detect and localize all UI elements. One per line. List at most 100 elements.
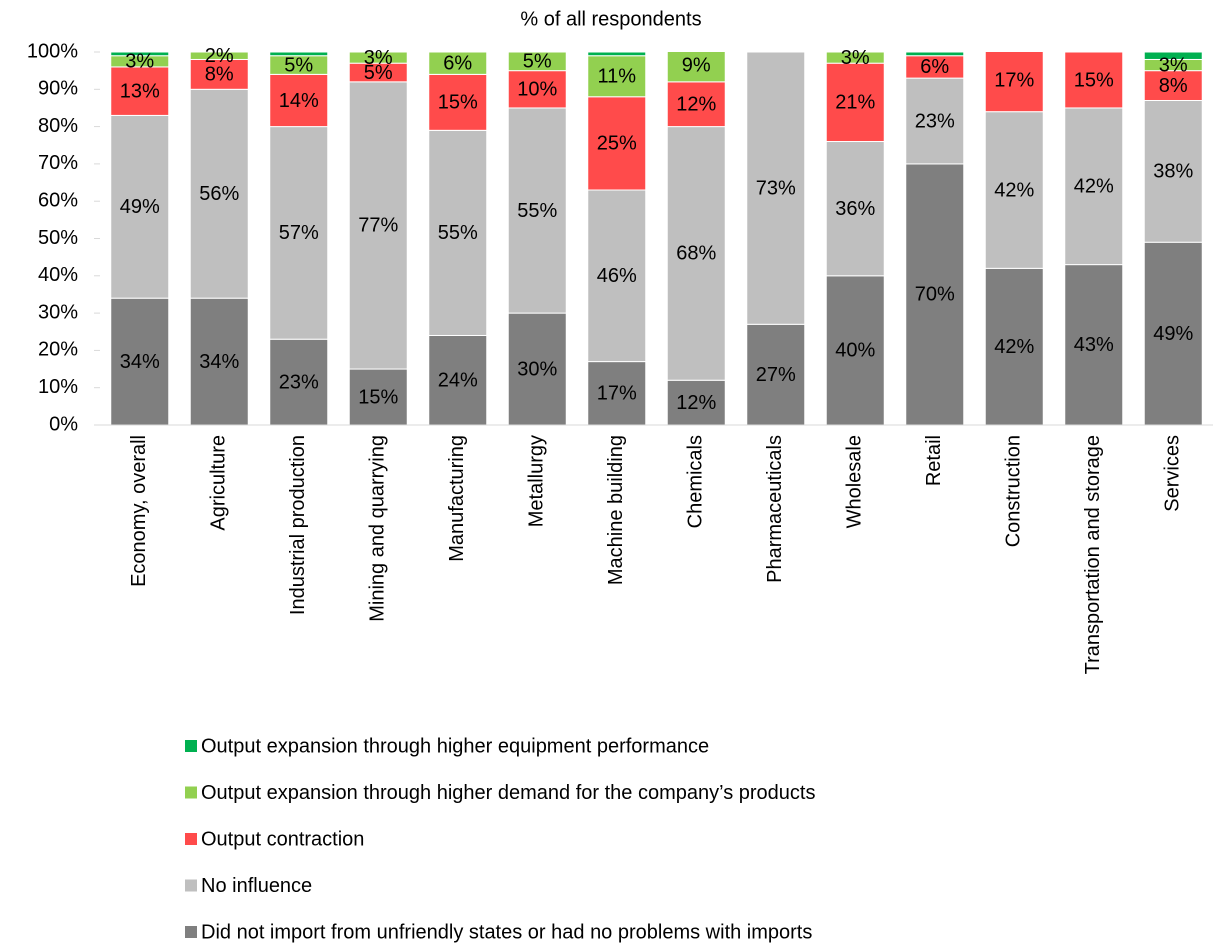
bar-segment xyxy=(269,52,329,57)
data-label: 3% xyxy=(841,47,870,69)
legend-label: Output contraction xyxy=(201,828,364,850)
bar-segment xyxy=(1143,99,1203,243)
data-label: 24% xyxy=(438,370,478,392)
data-label: 34% xyxy=(199,351,239,373)
data-label: 38% xyxy=(1153,161,1193,183)
data-label: 6% xyxy=(920,56,949,78)
data-label: 43% xyxy=(1074,334,1114,356)
bar-segment xyxy=(587,52,647,57)
data-label: 40% xyxy=(835,340,875,362)
bar-segment xyxy=(666,126,726,381)
y-tick-label: 80% xyxy=(38,115,78,137)
bar-segment xyxy=(825,62,885,143)
data-label: 17% xyxy=(994,69,1034,91)
bar-segment xyxy=(587,361,647,425)
bar-segment xyxy=(905,163,965,425)
bar-segment xyxy=(428,52,488,75)
bar-segment xyxy=(189,58,249,90)
bar-segment xyxy=(587,189,647,363)
x-tick-label: Manufacturing xyxy=(446,435,468,562)
y-tick-label: 20% xyxy=(38,339,78,361)
x-tick-label: Services xyxy=(1162,435,1184,512)
bar-segment xyxy=(348,81,408,370)
legend-swatch xyxy=(185,786,197,799)
data-label: 3% xyxy=(1159,54,1188,76)
bar-segment xyxy=(666,81,726,128)
data-label: 55% xyxy=(517,200,557,222)
y-tick-label: 70% xyxy=(38,152,78,174)
x-tick-label: Mining and quarrying xyxy=(367,435,389,622)
data-label: 42% xyxy=(994,336,1034,358)
bar-segment xyxy=(428,73,488,131)
y-tick-label: 0% xyxy=(49,413,78,435)
data-label: 15% xyxy=(438,92,478,114)
data-label: 13% xyxy=(120,80,160,102)
data-label: 3% xyxy=(125,51,154,73)
data-label: 6% xyxy=(443,52,472,74)
bar-segment xyxy=(189,52,249,53)
data-label: 56% xyxy=(199,183,239,205)
data-label: 27% xyxy=(756,364,796,386)
plot-area xyxy=(110,52,1203,425)
data-label: 73% xyxy=(756,177,796,199)
data-label: 8% xyxy=(205,64,234,86)
data-label: 2% xyxy=(205,45,234,67)
x-tick-label: Chemicals xyxy=(685,435,707,528)
bar-segment xyxy=(666,379,726,425)
bar-segment xyxy=(269,126,329,340)
data-label: 10% xyxy=(517,79,557,101)
bar-segment xyxy=(905,52,965,57)
data-label: 23% xyxy=(915,110,955,132)
data-label: 77% xyxy=(358,215,398,237)
bar-segment xyxy=(984,267,1044,425)
bar-segment xyxy=(428,334,488,425)
x-tick-label: Industrial production xyxy=(287,435,309,615)
bar-segment xyxy=(1143,241,1203,425)
data-label: 9% xyxy=(682,54,711,76)
data-label: 36% xyxy=(835,198,875,220)
x-tick-label: Wholesale xyxy=(844,435,866,528)
bar-segment xyxy=(507,312,567,425)
x-tick-label: Pharmaceuticals xyxy=(764,435,786,583)
data-label: 68% xyxy=(676,243,716,265)
x-tick-label: Transportation and storage xyxy=(1082,435,1104,674)
bar-segment xyxy=(984,111,1044,269)
bar-segment xyxy=(507,107,567,314)
legend-label: Output expansion through higher equipmen… xyxy=(201,735,709,757)
data-label: 3% xyxy=(364,47,393,69)
bar-segment xyxy=(428,129,488,336)
data-label: 42% xyxy=(1074,176,1114,198)
legend-swatch xyxy=(185,879,197,892)
bar-segment xyxy=(110,52,170,57)
bar-segment xyxy=(984,52,1044,113)
legend-swatch xyxy=(185,926,197,938)
x-tick-label: Retail xyxy=(923,435,945,486)
data-label: 11% xyxy=(597,66,636,88)
data-label: 12% xyxy=(676,392,716,414)
data-label: 17% xyxy=(597,383,637,405)
data-label: 5% xyxy=(523,51,552,73)
data-label: 55% xyxy=(438,222,478,244)
bar-segment xyxy=(348,52,408,64)
bar-segment xyxy=(825,52,885,64)
y-tick-label: 30% xyxy=(38,301,78,323)
data-label: 8% xyxy=(1159,75,1188,97)
data-label: 15% xyxy=(1074,69,1114,91)
bar-segment xyxy=(1143,70,1203,101)
y-tick-label: 40% xyxy=(38,264,78,286)
data-label: 5% xyxy=(364,62,393,84)
data-label: 23% xyxy=(279,371,319,393)
bar-segment xyxy=(1064,52,1124,109)
bar-segment xyxy=(1064,264,1124,425)
bar-segment xyxy=(507,52,567,72)
data-label: 34% xyxy=(120,351,160,373)
x-tick-label: Economy, overall xyxy=(128,435,150,587)
y-tick-label: 50% xyxy=(38,227,78,249)
x-tick-label: Machine building xyxy=(605,435,627,585)
data-label: 49% xyxy=(1153,323,1193,345)
data-label: 5% xyxy=(284,54,313,76)
y-tick-label: 100% xyxy=(27,40,78,62)
y-tick-label: 10% xyxy=(38,376,78,398)
bar-segment xyxy=(1064,107,1124,266)
